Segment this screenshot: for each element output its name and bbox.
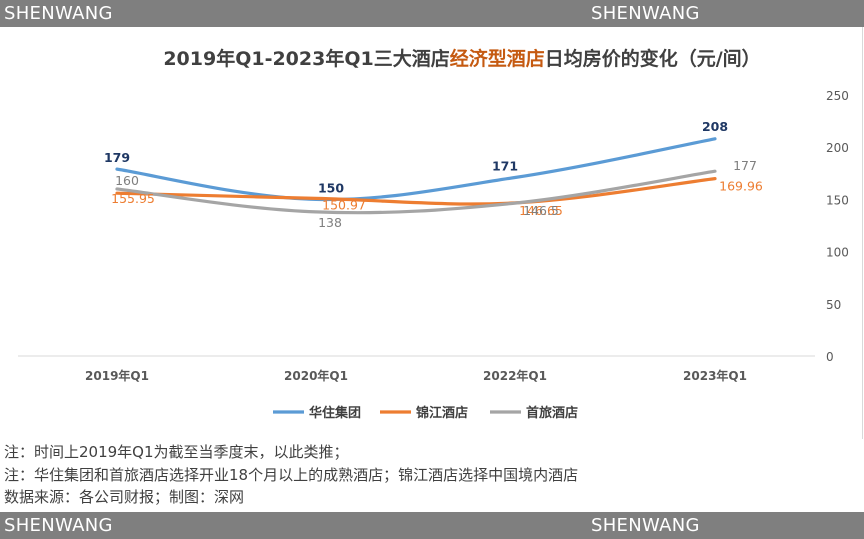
y-tick-label: 200 xyxy=(826,141,849,155)
series-line-0 xyxy=(115,137,717,202)
watermark-right: SHENWANG xyxy=(591,515,700,536)
y-tick-label: 50 xyxy=(826,298,841,312)
y-tick-label: 0 xyxy=(826,350,834,364)
data-label: 160 xyxy=(115,173,139,188)
chart-area: 2019年Q1-2023年Q1三大酒店经济型酒店日均房价的变化（元/间） 0 50… xyxy=(0,27,864,439)
legend-label: 首旅酒店 xyxy=(526,405,578,421)
y-axis: 0 50 100 150 200 250 xyxy=(826,89,849,364)
data-labels: 179 150 171 208 155.95 150.97 146.65 169.96 160 1… xyxy=(104,119,763,230)
data-label: 208 xyxy=(702,119,728,134)
watermark-left: SHENWANG xyxy=(4,3,113,24)
note-source: 数据来源：各公司财报；制图：深网 xyxy=(4,488,245,506)
x-tick-label: 2019年Q1 xyxy=(85,368,149,383)
chart-title-part-1: 经济型酒店 xyxy=(450,47,545,70)
line-chart: 2019年Q1-2023年Q1三大酒店经济型酒店日均房价的变化（元/间） 0 50… xyxy=(18,47,849,421)
series-line-2 xyxy=(115,169,717,215)
chart-title: 2019年Q1-2023年Q1三大酒店经济型酒店日均房价的变化（元/间） xyxy=(163,47,760,70)
x-tick-label: 2022年Q1 xyxy=(483,368,547,383)
watermark-left: SHENWANG xyxy=(4,515,113,536)
legend-label: 华住集团 xyxy=(309,405,361,421)
top-watermark-band: SHENWANG SHENWANG xyxy=(0,0,864,27)
x-tick-label: 2023年Q1 xyxy=(683,368,747,383)
data-label: 138 xyxy=(318,215,342,230)
data-label: 150.97 xyxy=(322,197,366,212)
legend-label: 锦江酒店 xyxy=(416,405,468,421)
data-label: 146.65 xyxy=(519,203,563,218)
note-scope: 注：华住集团和首旅酒店选择开业18个月以上的成熟酒店；锦江酒店选择中国境内酒店 xyxy=(4,465,579,484)
bottom-watermark-band: SHENWANG SHENWANG xyxy=(0,512,864,539)
data-label: 171 xyxy=(492,158,518,173)
x-axis: 2019年Q1 2020年Q1 2022年Q1 2023年Q1 xyxy=(85,368,747,383)
y-tick-label: 100 xyxy=(826,246,849,260)
data-label: 177 xyxy=(733,158,757,173)
series-lines xyxy=(115,137,717,215)
chart-title-part-2: 日均房价的变化（元/间） xyxy=(545,47,761,70)
series-line-1 xyxy=(115,177,717,206)
y-tick-label: 150 xyxy=(826,193,849,207)
notes-block: 注：时间上2019年Q1为截至当季度末，以此类推； 注：华住集团和首旅酒店选择开… xyxy=(4,441,860,509)
data-label: 155.95 xyxy=(111,191,155,206)
data-label: 150 xyxy=(318,180,344,195)
y-tick-label: 250 xyxy=(826,89,849,103)
watermark-right: SHENWANG xyxy=(591,3,700,24)
data-label: 179 xyxy=(104,150,130,165)
data-label: 169.96 xyxy=(719,179,763,194)
data-label: 146.5 xyxy=(523,203,559,218)
chart-title-part-0: 2019年Q1-2023年Q1三大酒店 xyxy=(163,47,449,70)
legend: 华住集团 锦江酒店 首旅酒店 xyxy=(273,405,578,421)
note-time: 注：时间上2019年Q1为截至当季度末，以此类推； xyxy=(4,443,349,461)
x-tick-label: 2020年Q1 xyxy=(284,368,348,383)
